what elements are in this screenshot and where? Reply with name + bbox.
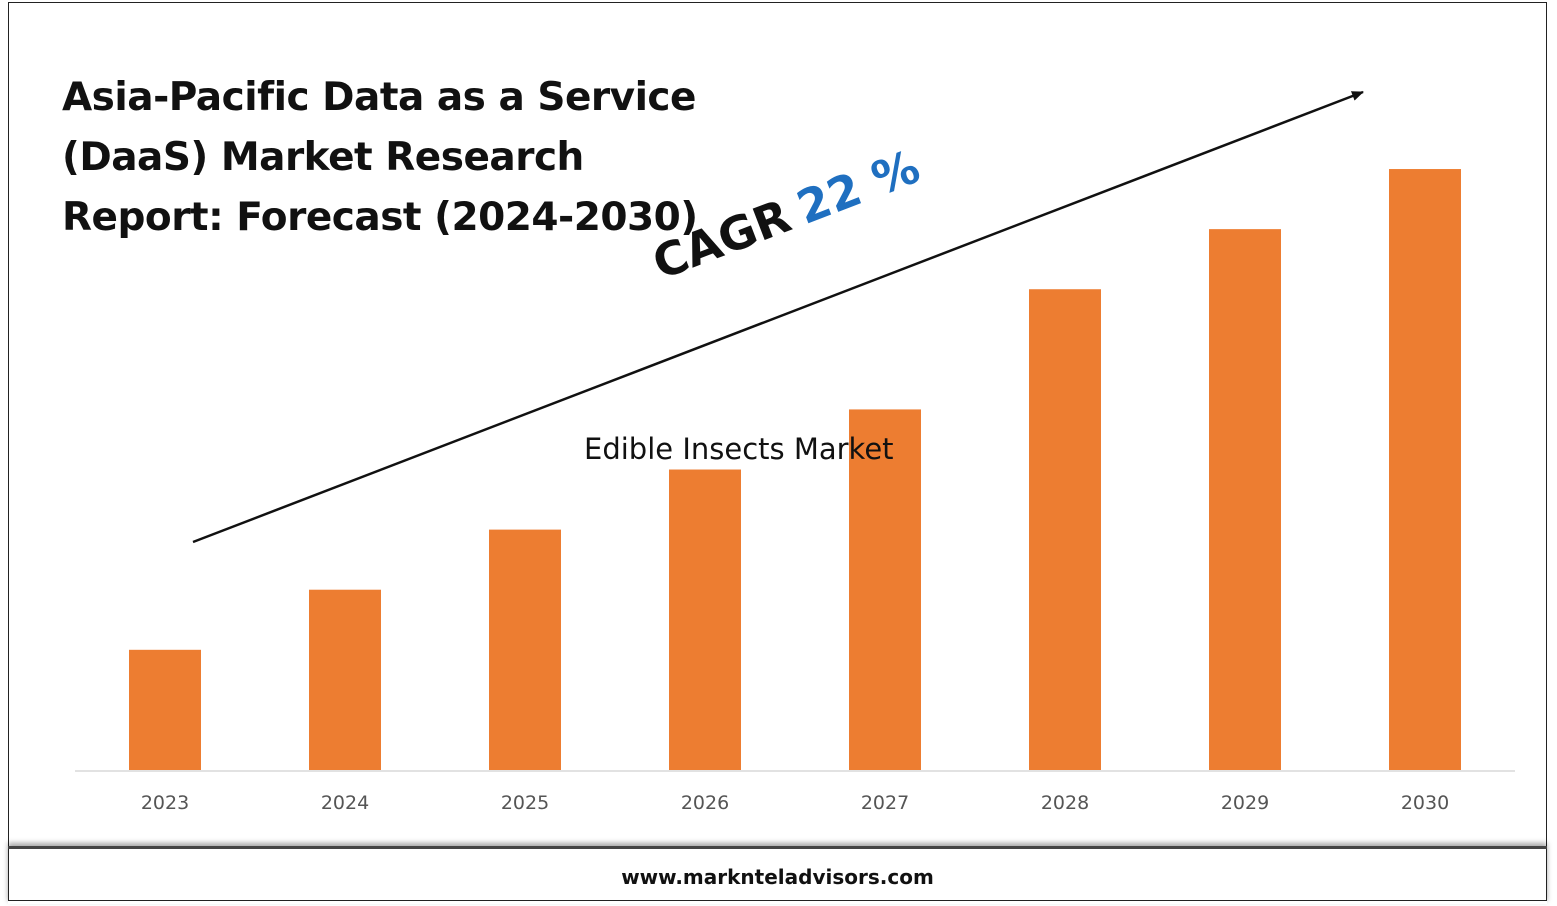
chart-title: Asia-Pacific Data as a Service (DaaS) Ma… — [62, 75, 698, 240]
footer: www.marknteladvisors.com — [8, 846, 1547, 904]
bar-2029 — [1209, 229, 1281, 770]
x-tick-label-2023: 2023 — [141, 792, 189, 814]
bar-2024 — [309, 589, 381, 770]
x-tick-label-2024: 2024 — [321, 792, 369, 814]
bar-series — [129, 169, 1461, 771]
bar-2027 — [849, 409, 921, 770]
bar-2030 — [1389, 169, 1461, 771]
footer-url: www.marknteladvisors.com — [621, 864, 934, 889]
x-axis-ticks: 2023 2024 2025 2026 2027 2028 2029 2030 — [141, 792, 1449, 814]
x-tick-label-2028: 2028 — [1041, 792, 1089, 814]
bar-2028 — [1029, 289, 1101, 770]
bar-2023 — [129, 649, 201, 770]
bar-2026 — [669, 469, 741, 770]
x-tick-label-2026: 2026 — [681, 792, 729, 814]
chart-subtitle: Edible Insects Market — [584, 432, 894, 466]
chart-frame — [8, 2, 1547, 901]
x-tick-label-2029: 2029 — [1221, 792, 1269, 814]
x-tick-label-2025: 2025 — [501, 792, 549, 814]
x-tick-label-2027: 2027 — [861, 792, 909, 814]
x-tick-label-2030: 2030 — [1401, 792, 1449, 814]
trend-arrow — [192, 90, 1364, 544]
bar-2025 — [489, 529, 561, 770]
